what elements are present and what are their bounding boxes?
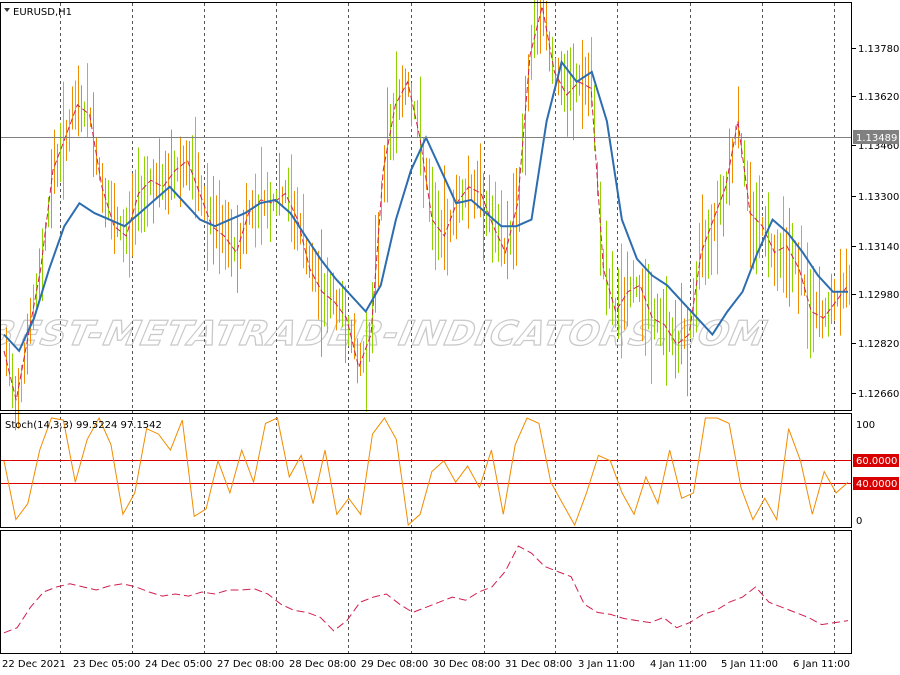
stoch-level-40-label: 40.0000 [856,479,897,490]
time-label: 29 Dec 08:00 [361,659,428,670]
symbol-label: EURUSD,H1 [13,7,72,18]
time-axis: 22 Dec 2021 23 Dec 05:00 24 Dec 05:00 27… [2,659,850,670]
stoch-pane-frame [0,413,852,528]
time-label: 30 Dec 08:00 [433,659,500,670]
chevron-down-icon[interactable] [4,8,10,12]
price-tick-label: 1.13460 [858,141,899,152]
current-price-badge [853,130,899,144]
price-tick-label: 1.12660 [858,389,899,400]
time-label: 27 Dec 08:00 [217,659,284,670]
price-tick-label: 1.13140 [858,242,899,253]
time-label: 22 Dec 2021 [2,659,66,670]
time-label: 3 Jan 11:00 [578,659,635,670]
price-tick-label: 1.13620 [858,92,899,103]
indicator-pane-frame [0,530,852,654]
time-label: 28 Dec 08:00 [289,659,356,670]
time-label: 4 Jan 11:00 [650,659,707,670]
time-label: 24 Dec 05:00 [145,659,212,670]
time-label: 6 Jan 11:00 [793,659,850,670]
price-tick-label: 1.13780 [858,44,899,55]
stochastic-main-line [3,416,849,527]
fast-moving-average [3,6,849,401]
time-label: 5 Jan 11:00 [721,659,778,670]
time-label: 31 Dec 08:00 [505,659,572,670]
stoch-tick-100: 100 [856,420,875,431]
price-tick-label: 1.12820 [858,339,899,350]
time-label: 23 Dec 05:00 [73,659,140,670]
main-pane-frame [0,2,852,411]
stoch-tick-0: 0 [856,516,862,527]
stoch-label: Stoch(14,3,3) 99.5224 97.1542 [5,420,162,431]
stoch-level-60-label: 60.0000 [856,456,897,467]
stoch-level-60-badge [853,454,899,467]
price-axis: 1.13780 1.13620 1.13460 1.13300 1.13140 … [852,44,899,400]
stoch-level-40-badge [853,477,899,490]
current-price-label: 1.13489 [856,133,897,144]
custom-indicator-line [3,545,849,634]
price-tick-label: 1.12980 [858,290,899,301]
price-tick-label: 1.13300 [858,192,899,203]
